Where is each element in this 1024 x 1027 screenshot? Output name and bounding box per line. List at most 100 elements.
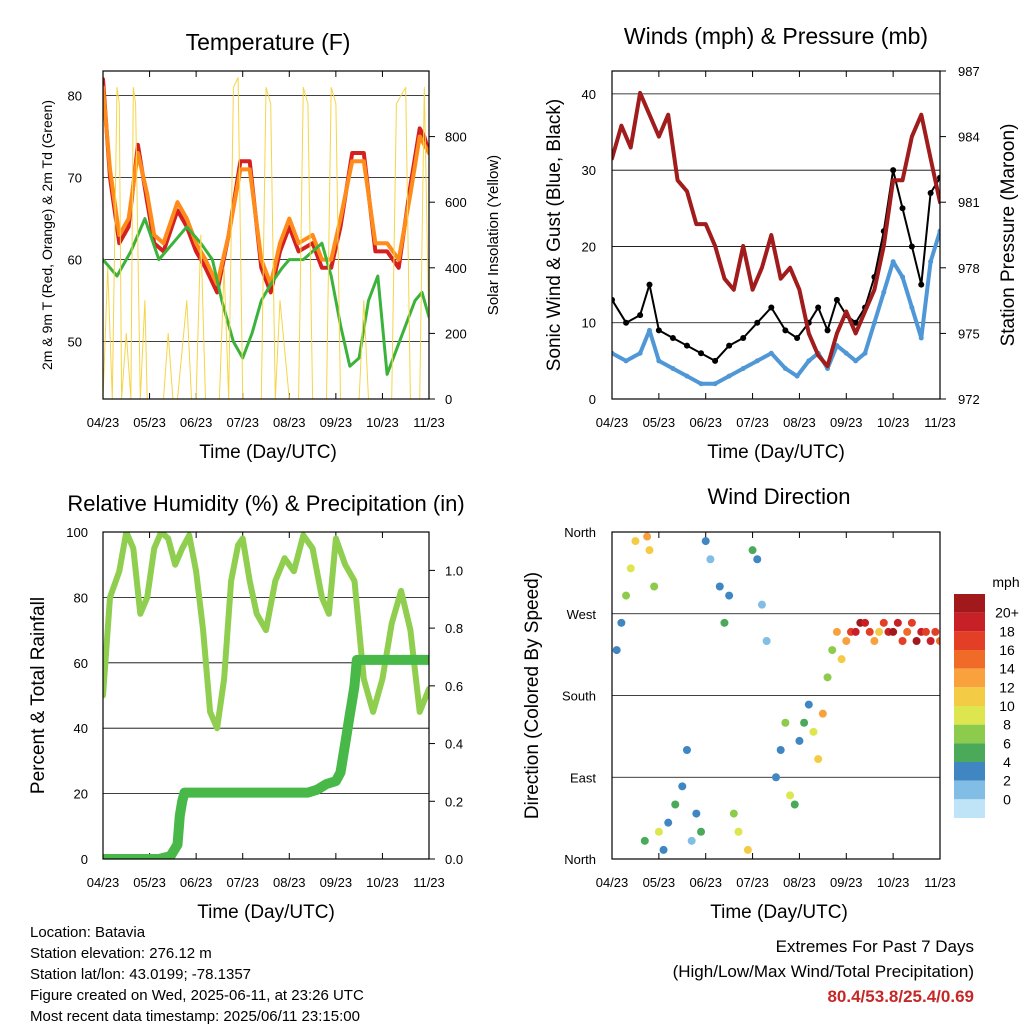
colorbar-swatch: [954, 724, 985, 744]
colorbar-swatch: [954, 762, 985, 781]
y-tick-label: 0: [81, 852, 88, 867]
y-tick-label: 40: [582, 87, 596, 102]
y-tick-label-right: 200: [445, 326, 467, 341]
colorbar-tick-label: 2: [1003, 773, 1011, 789]
colorbar-swatch: [954, 668, 985, 688]
direction-point: [861, 618, 870, 627]
plot-frame: [102, 531, 430, 860]
chart-title: Winds (mph) & Pressure (mb): [624, 23, 928, 49]
y-tick-label: South: [562, 689, 596, 704]
x-tick-label: 11/23: [924, 875, 956, 890]
direction-point: [682, 746, 691, 754]
direction-point: [671, 800, 680, 809]
x-tick-label: 09/23: [830, 415, 863, 430]
chart-title: Relative Humidity (%) & Precipitation (i…: [67, 491, 464, 516]
direction-point: [851, 627, 860, 636]
y-tick-label: 20: [582, 239, 596, 254]
series-line: [103, 77, 429, 399]
series-line: [103, 85, 429, 287]
colorbar-tick-label: 20+: [995, 605, 1019, 621]
direction-point: [842, 637, 851, 645]
direction-point: [898, 637, 907, 645]
colorbar-swatch: [954, 594, 985, 613]
x-tick-label: 04/23: [87, 875, 120, 890]
y-axis-label: Percent & Total Rainfall: [28, 597, 49, 794]
x-tick-label: 10/23: [877, 875, 910, 890]
y-tick-label: West: [567, 607, 597, 622]
chart-title: Temperature (F): [186, 29, 351, 55]
direction-point: [814, 755, 823, 764]
y-tick-label-right: 978: [958, 261, 980, 276]
y-tick-label: East: [570, 770, 596, 785]
direction-point: [654, 827, 663, 836]
elevation-text: Station elevation: 276.12 m: [30, 945, 212, 962]
x-axis-label: Time (Day/UTC): [710, 902, 848, 923]
y-tick-label: 60: [68, 253, 82, 268]
y-tick-label-right: 600: [445, 195, 467, 210]
y-tick-label-right: 0.0: [445, 852, 463, 867]
y-tick-label: North: [564, 852, 596, 867]
x-tick-label: 10/23: [877, 415, 910, 430]
direction-point: [837, 655, 846, 664]
plot-area: [103, 532, 429, 859]
direction-point: [786, 791, 795, 800]
x-tick-label: 06/23: [180, 415, 213, 430]
series-line: [103, 532, 429, 732]
direction-point: [631, 537, 640, 546]
y-tick-label: 60: [74, 656, 88, 671]
direction-point: [678, 782, 687, 791]
colorbar-tick-label: 0: [1003, 791, 1011, 807]
direction-point: [701, 537, 710, 546]
extremes-subtitle: (High/Low/Max Wind/Total Precipitation): [672, 962, 974, 981]
direction-point: [743, 845, 752, 854]
y-tick-label-right: 984: [958, 130, 980, 145]
x-tick-label: 04/23: [87, 415, 120, 430]
y-tick-label-right: 0.4: [445, 737, 463, 752]
plot-area: [103, 77, 429, 399]
direction-point: [809, 727, 818, 736]
extremes-values: 80.4/53.8/25.4/0.69: [827, 987, 974, 1006]
colorbar-tick-label: 8: [1003, 717, 1011, 733]
direction-point: [645, 546, 654, 555]
direction-point: [790, 800, 799, 809]
direction-point: [870, 637, 879, 645]
x-tick-label: 08/23: [783, 875, 816, 890]
direction-point: [664, 818, 673, 827]
colorbar-tick-label: 10: [999, 698, 1015, 714]
direction-point: [706, 555, 715, 564]
x-tick-label: 08/23: [273, 415, 306, 430]
colorbar-swatch: [954, 687, 985, 706]
x-tick-label: 06/23: [180, 875, 213, 890]
x-axis-label: Time (Day/UTC): [197, 902, 335, 923]
series-line: [103, 654, 429, 859]
direction-point: [748, 546, 757, 555]
y-tick-label: 10: [582, 316, 596, 331]
colorbar-tick-label: 16: [999, 642, 1015, 658]
y-tick-label: 30: [582, 163, 596, 178]
x-tick-label: 08/23: [783, 415, 816, 430]
direction-point: [687, 836, 696, 845]
direction-point: [617, 618, 626, 627]
direction-point: [865, 627, 874, 636]
x-tick-label: 05/23: [643, 875, 676, 890]
y-axis-label: Sonic Wind & Gust (Blue, Black): [544, 99, 565, 371]
x-tick-label: 11/23: [413, 875, 445, 890]
colorbar-swatch: [954, 799, 985, 818]
x-tick-label: 04/23: [596, 415, 629, 430]
direction-point: [643, 532, 652, 541]
colorbar-label: mph: [992, 574, 1019, 590]
colorbar-tick-label: 4: [1003, 754, 1011, 770]
y-tick-label-right: 987: [958, 64, 980, 79]
wind-series-line: [612, 169, 940, 362]
y-tick-label-right: 0.6: [445, 679, 463, 694]
x-tick-label: 06/23: [689, 415, 722, 430]
direction-point: [903, 627, 912, 636]
direction-point: [907, 618, 916, 627]
direction-point: [762, 637, 771, 645]
direction-point: [926, 637, 935, 645]
x-tick-label: 06/23: [689, 875, 722, 890]
colorbar-tick-label: 14: [999, 661, 1015, 677]
direction-point: [776, 746, 785, 754]
y-tick-label: 80: [74, 590, 88, 605]
